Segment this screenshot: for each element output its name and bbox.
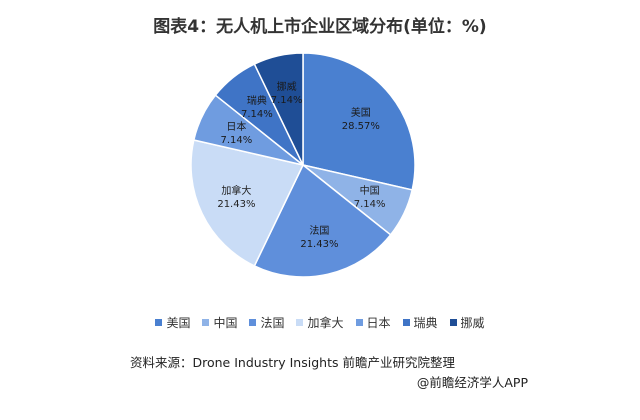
chart-title: 图表4：无人机上市企业区域分布(单位：%) [153, 17, 487, 37]
slice-label-0: 美国 [351, 106, 371, 119]
pie-slice-6 [253, 52, 304, 166]
legend-label-3: 加拿大 [307, 316, 344, 330]
legend-swatch-4 [355, 319, 363, 326]
pie-slice-0 [302, 52, 416, 191]
legend-swatch-1 [202, 319, 210, 326]
pie-slice-3 [190, 139, 305, 267]
slice-value-2: 21.43% [300, 239, 338, 250]
legend-label-1: 中国 [213, 316, 238, 330]
legend-swatch-6 [449, 319, 457, 326]
slice-value-5: 7.14% [241, 109, 273, 120]
slice-label-2: 法国 [309, 224, 329, 237]
legend-item-5: 瑞典 [402, 314, 438, 331]
legend-label-0: 美国 [166, 316, 191, 330]
slice-value-4: 7.14% [221, 135, 253, 146]
slice-value-3: 21.43% [217, 199, 255, 210]
legend-swatch-3 [296, 319, 304, 326]
legend-item-3: 加拿大 [296, 314, 344, 331]
slice-label-3: 加拿大 [221, 184, 251, 197]
legend-label-4: 日本 [366, 316, 391, 330]
source-note: 资料来源：Drone Industry Insights 前瞻产业研究院整理 [130, 355, 455, 370]
legend-label-2: 法国 [260, 316, 285, 330]
legend-label-5: 瑞典 [413, 316, 438, 330]
chart-legend: 美国 中国 法国 加拿大 日本 瑞典 挪威 [0, 314, 640, 331]
legend-item-4: 日本 [355, 314, 391, 331]
legend-swatch-5 [402, 319, 410, 326]
legend-item-0: 美国 [155, 314, 190, 331]
slice-label-5: 瑞典 [247, 94, 267, 107]
legend-swatch-0 [155, 319, 163, 326]
credit-note: @前瞻经济学人APP [416, 375, 528, 390]
legend-item-1: 中国 [202, 314, 237, 331]
pie-chart: 美国28.57%中国7.14%法国21.43%加拿大21.43%日本7.14%瑞… [190, 52, 416, 278]
slice-value-6: 7.14% [271, 95, 303, 106]
legend-swatch-2 [249, 319, 257, 326]
pie-slice-2 [253, 163, 392, 278]
slice-value-0: 28.57% [342, 121, 380, 132]
slice-label-1: 中国 [360, 184, 380, 197]
slice-label-4: 日本 [226, 120, 246, 133]
legend-item-2: 法国 [249, 314, 284, 331]
slice-value-1: 7.14% [354, 199, 386, 210]
slice-label-6: 挪威 [277, 80, 297, 93]
legend-item-6: 挪威 [449, 314, 485, 331]
legend-label-6: 挪威 [460, 316, 485, 330]
